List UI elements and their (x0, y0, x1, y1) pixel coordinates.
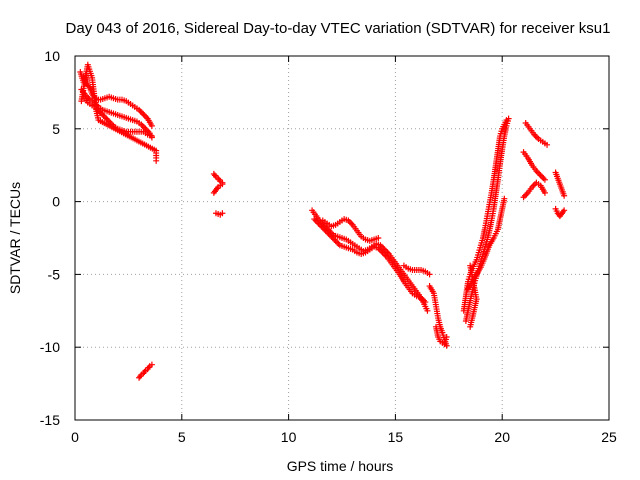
grid (75, 56, 609, 420)
y-tick-label: 10 (44, 48, 60, 64)
x-tick-label: 25 (601, 429, 617, 445)
data-point (426, 271, 433, 278)
data-point (219, 210, 226, 217)
x-tick-label: 15 (388, 429, 404, 445)
data-point (443, 334, 450, 341)
data-point (505, 115, 512, 122)
data-point (422, 299, 429, 306)
y-tick-label: 5 (52, 121, 60, 137)
y-tick-labels: -15 -10 -5 0 5 10 (40, 48, 60, 428)
data-point (541, 189, 548, 196)
data-point (375, 235, 382, 241)
y-tick-label: -15 (40, 412, 60, 428)
x-tick-label: 10 (281, 429, 297, 445)
data-point (561, 192, 568, 199)
chart-title: Day 043 of 2016, Sidereal Day-to-day VTE… (66, 20, 611, 37)
data-point (219, 181, 226, 188)
plot-frame (74, 55, 610, 421)
data-point (153, 157, 160, 164)
data-point (561, 207, 568, 214)
y-tick-label: -5 (48, 266, 61, 282)
data-point (148, 133, 155, 140)
x-tick-label: 5 (178, 429, 186, 445)
data-point (544, 141, 551, 148)
y-tick-label: 0 (52, 194, 60, 210)
x-axis-label: GPS time / hours (287, 458, 394, 474)
data-point (148, 122, 155, 129)
x-tick-labels: 0 5 10 15 20 25 (71, 429, 617, 445)
x-tick-label: 0 (71, 429, 79, 445)
data-point (467, 323, 474, 330)
y-axis-label: SDTVAR / TECUs (7, 182, 23, 294)
axis-ticks (74, 55, 610, 421)
x-tick-label: 20 (494, 429, 510, 445)
data-points (77, 61, 568, 381)
data-point (501, 195, 508, 202)
data-point (541, 176, 548, 183)
data-point (148, 361, 155, 368)
data-point (424, 307, 431, 314)
y-tick-label: -10 (40, 339, 60, 355)
